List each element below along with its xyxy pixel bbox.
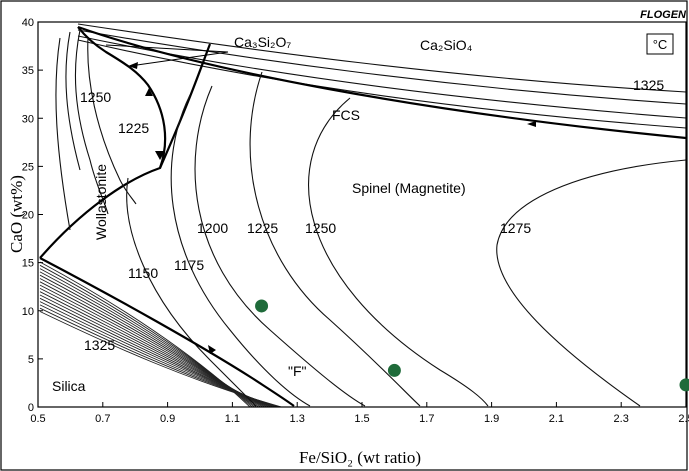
isotherm-upper-2: [77, 29, 686, 105]
isotherm-1150: [126, 177, 257, 407]
isotherm-1225-left: [87, 37, 137, 205]
y-tick-label: 25: [22, 161, 34, 173]
x-axis-ticks: 0.5 0.7 0.9 1.1 1.3 1.5 1.7 1.9 2.1 2.3 2.5: [30, 402, 689, 425]
isotherm-1225: [249, 71, 421, 407]
isotherm-label-1175: 1175: [174, 257, 204, 273]
silica-hatching: [39, 261, 282, 407]
unit-box-label: °C: [653, 37, 668, 52]
isotherm-upper-1: [77, 23, 686, 93]
x-tick-label: 2.1: [549, 413, 564, 425]
arrow-wollastonite-1: [145, 88, 153, 96]
isotherm-1200: [194, 85, 366, 407]
x-tick-label: 2.5: [678, 413, 689, 425]
isotherm-label-1150: 1150: [128, 265, 158, 281]
arrow-fcs: [527, 121, 536, 127]
y-tick-label: 10: [22, 306, 34, 318]
isotherm-label-1200: 1200: [197, 220, 228, 236]
x-tick-label: 0.5: [30, 413, 45, 425]
x-tick-label: 1.5: [354, 413, 369, 425]
field-ca3si2o7: Ca₃Si₂O₇: [234, 34, 291, 50]
flogen-logo: FLOGEN: [640, 9, 687, 21]
data-point: [679, 378, 689, 392]
y-tick-label: 0: [28, 402, 34, 414]
field-spinel: Spinel (Magnetite): [352, 180, 466, 196]
unit-box: [646, 33, 674, 55]
x-tick-label: 2.3: [614, 413, 629, 425]
isotherm-left-sweep: [55, 37, 71, 231]
boundary-to-ca3si2o7: [158, 43, 212, 169]
x-tick-label: 1.7: [419, 413, 434, 425]
arrow-wollastonite-2: [155, 151, 165, 160]
plot-curves: [39, 23, 686, 407]
data-point: [387, 363, 401, 377]
field-fcs: FCS: [332, 107, 360, 123]
x-tick-label: 1.9: [484, 413, 499, 425]
isotherm-label-1325-left: 1325: [84, 337, 115, 353]
field-f: "F": [288, 363, 307, 379]
ca3si2o7-pointer-1: [129, 51, 229, 67]
y-tick-label: 35: [22, 65, 34, 77]
y-tick-label: 20: [22, 210, 34, 222]
isotherm-1250: [308, 97, 489, 407]
isotherm-1250-left2: [65, 31, 81, 171]
data-point: [255, 299, 269, 313]
field-ca2sio4: Ca₂SiO₄: [420, 37, 473, 53]
x-tick-label: 1.1: [225, 413, 240, 425]
data-points: [255, 299, 689, 392]
isotherm-label-1225: 1225: [247, 220, 278, 236]
ca3si2o7-pointer-2: [105, 44, 229, 53]
isotherm-label-1325-top: 1325: [633, 77, 664, 93]
field-wollastonite: Wollastonite: [93, 164, 109, 240]
y-tick-label: 30: [22, 113, 34, 125]
isotherm-label-1225-left: 1225: [118, 120, 149, 136]
arrow-silica: [208, 345, 216, 354]
silica-boundary: [39, 257, 295, 407]
y-axis-label: CaO (wt%): [7, 175, 26, 253]
field-silica: Silica: [52, 378, 86, 394]
y-tick-label: 40: [22, 17, 34, 29]
isotherm-1275: [496, 159, 686, 407]
isotherm-label-1275: 1275: [500, 220, 531, 236]
isotherm-1250-left: [74, 29, 109, 215]
fcs-boundary: [77, 25, 686, 140]
y-tick-label: 15: [22, 258, 34, 270]
x-tick-label: 0.9: [160, 413, 175, 425]
ca3si2o7-arrowhead: [128, 62, 138, 69]
x-tick-label: 0.7: [95, 413, 110, 425]
isotherm-1175: [170, 94, 311, 407]
isotherm-label-1250: 1250: [305, 220, 336, 236]
isotherm-label-1250-left: 1250: [80, 89, 111, 105]
y-axis-ticks: 0 5 10 15 20 25 30 35 40: [22, 17, 43, 414]
x-tick-label: 1.3: [290, 413, 305, 425]
isotherm-upper-4: [77, 39, 686, 129]
x-axis-label: Fe/SiO₂ (wt ratio): [299, 448, 421, 467]
y-tick-label: 5: [28, 354, 34, 366]
wollastonite-boundary: [39, 26, 167, 259]
